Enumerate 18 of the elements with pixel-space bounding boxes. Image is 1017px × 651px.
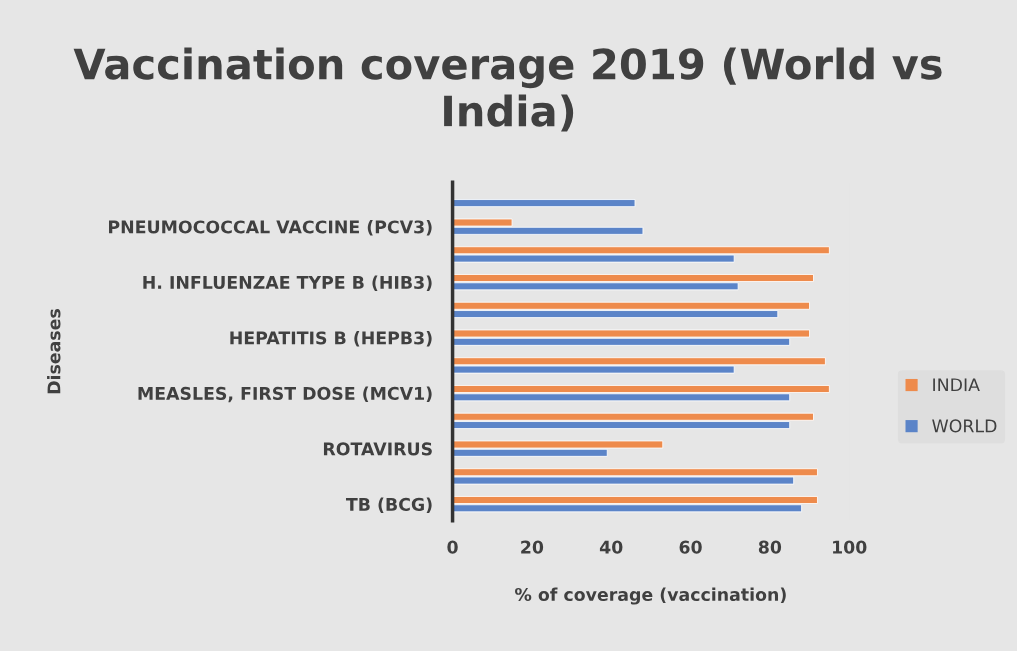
legend-label: INDIA [933, 378, 980, 392]
y-tick-label: PNEUMOCOCCAL VACCINE (PCV3) [109, 220, 432, 236]
bar [452, 199, 636, 208]
x-tick-label: 0 [447, 540, 458, 554]
chart-title: Vaccination coverage 2019 (World vs India) [73, 47, 942, 132]
y-tick-label: H. INFLUENZAE TYPE B (HIB3) [143, 275, 432, 292]
y-axis-title: Diseases [47, 309, 61, 394]
x-tick-label: 20 [521, 540, 544, 554]
x-tick-label: 80 [758, 540, 782, 554]
y-tick-label: HEPATITIS B (HEPB3) [230, 331, 432, 347]
y-tick-label: ROTAVIRUS [323, 442, 432, 456]
x-tick-label: 100 [833, 540, 867, 554]
x-tick-label: 60 [679, 540, 702, 554]
legend-label: WORLD [932, 419, 997, 433]
x-axis-title: % of coverage (vaccination) [515, 587, 786, 605]
y-tick-label: TB (BCG) [345, 497, 432, 514]
x-tick-label: 40 [599, 540, 623, 554]
y-tick-label: MEASLES, FIRST DOSE (MCV1) [138, 386, 432, 403]
